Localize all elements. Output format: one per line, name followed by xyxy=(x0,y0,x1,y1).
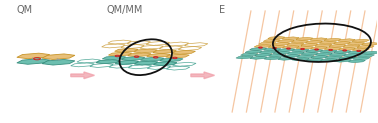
Polygon shape xyxy=(273,42,290,45)
Polygon shape xyxy=(319,41,336,44)
Polygon shape xyxy=(254,45,271,48)
Polygon shape xyxy=(362,51,378,54)
Polygon shape xyxy=(361,43,378,45)
Polygon shape xyxy=(245,50,262,53)
Polygon shape xyxy=(297,55,314,58)
Polygon shape xyxy=(278,57,295,60)
Polygon shape xyxy=(338,48,356,51)
Polygon shape xyxy=(329,53,347,56)
Polygon shape xyxy=(287,43,304,46)
Polygon shape xyxy=(250,56,267,59)
Polygon shape xyxy=(263,48,281,51)
Polygon shape xyxy=(348,60,366,63)
Polygon shape xyxy=(292,58,309,61)
Text: QM: QM xyxy=(16,5,33,15)
Polygon shape xyxy=(357,45,374,48)
Polygon shape xyxy=(306,49,323,52)
Polygon shape xyxy=(236,56,253,59)
Polygon shape xyxy=(301,52,318,55)
Polygon shape xyxy=(343,54,361,57)
Polygon shape xyxy=(353,57,370,60)
Polygon shape xyxy=(277,40,294,43)
Polygon shape xyxy=(240,53,258,56)
Polygon shape xyxy=(315,53,332,56)
Polygon shape xyxy=(287,52,304,55)
Polygon shape xyxy=(17,59,50,64)
Polygon shape xyxy=(325,56,342,59)
Polygon shape xyxy=(259,42,276,45)
Polygon shape xyxy=(311,55,328,58)
Polygon shape xyxy=(282,46,299,49)
Polygon shape xyxy=(343,45,360,48)
Polygon shape xyxy=(42,60,75,65)
Polygon shape xyxy=(329,44,346,47)
Polygon shape xyxy=(306,58,323,61)
Polygon shape xyxy=(268,45,285,48)
Polygon shape xyxy=(352,39,369,42)
FancyArrow shape xyxy=(71,72,94,79)
Polygon shape xyxy=(134,61,158,65)
Polygon shape xyxy=(102,56,125,60)
Polygon shape xyxy=(153,50,176,54)
Polygon shape xyxy=(315,44,332,47)
Polygon shape xyxy=(166,54,189,58)
Polygon shape xyxy=(263,39,280,42)
Polygon shape xyxy=(338,39,355,42)
Polygon shape xyxy=(127,53,151,57)
Polygon shape xyxy=(259,51,276,54)
Polygon shape xyxy=(141,57,164,61)
Polygon shape xyxy=(115,48,138,52)
Polygon shape xyxy=(278,48,295,51)
Polygon shape xyxy=(334,59,352,62)
Polygon shape xyxy=(310,38,327,41)
Polygon shape xyxy=(147,53,170,57)
Text: E: E xyxy=(219,5,225,15)
Polygon shape xyxy=(254,54,272,56)
Polygon shape xyxy=(310,47,327,50)
Polygon shape xyxy=(305,41,322,44)
FancyArrow shape xyxy=(191,72,215,79)
Polygon shape xyxy=(320,59,337,62)
Polygon shape xyxy=(292,49,309,52)
Polygon shape xyxy=(320,50,337,53)
Polygon shape xyxy=(264,57,281,60)
Polygon shape xyxy=(347,42,365,45)
Polygon shape xyxy=(291,40,308,43)
Polygon shape xyxy=(324,47,341,50)
Polygon shape xyxy=(96,60,119,64)
Polygon shape xyxy=(301,43,318,46)
Polygon shape xyxy=(17,53,50,59)
Polygon shape xyxy=(42,54,75,60)
Polygon shape xyxy=(249,47,267,50)
Polygon shape xyxy=(134,49,157,53)
Polygon shape xyxy=(160,58,183,62)
Polygon shape xyxy=(273,51,290,54)
Polygon shape xyxy=(282,37,299,40)
Polygon shape xyxy=(334,50,351,53)
Polygon shape xyxy=(296,37,313,40)
Polygon shape xyxy=(108,52,132,56)
Polygon shape xyxy=(333,42,350,45)
Polygon shape xyxy=(172,50,195,54)
Polygon shape xyxy=(357,54,375,57)
Polygon shape xyxy=(283,54,300,57)
Polygon shape xyxy=(296,46,313,49)
Polygon shape xyxy=(324,38,341,41)
Polygon shape xyxy=(269,54,286,57)
Polygon shape xyxy=(121,57,145,61)
Polygon shape xyxy=(352,48,370,51)
Polygon shape xyxy=(115,60,139,64)
Polygon shape xyxy=(153,62,177,66)
Polygon shape xyxy=(268,36,285,39)
Polygon shape xyxy=(339,56,356,59)
Polygon shape xyxy=(348,51,365,54)
Text: QM/MM: QM/MM xyxy=(107,5,143,15)
